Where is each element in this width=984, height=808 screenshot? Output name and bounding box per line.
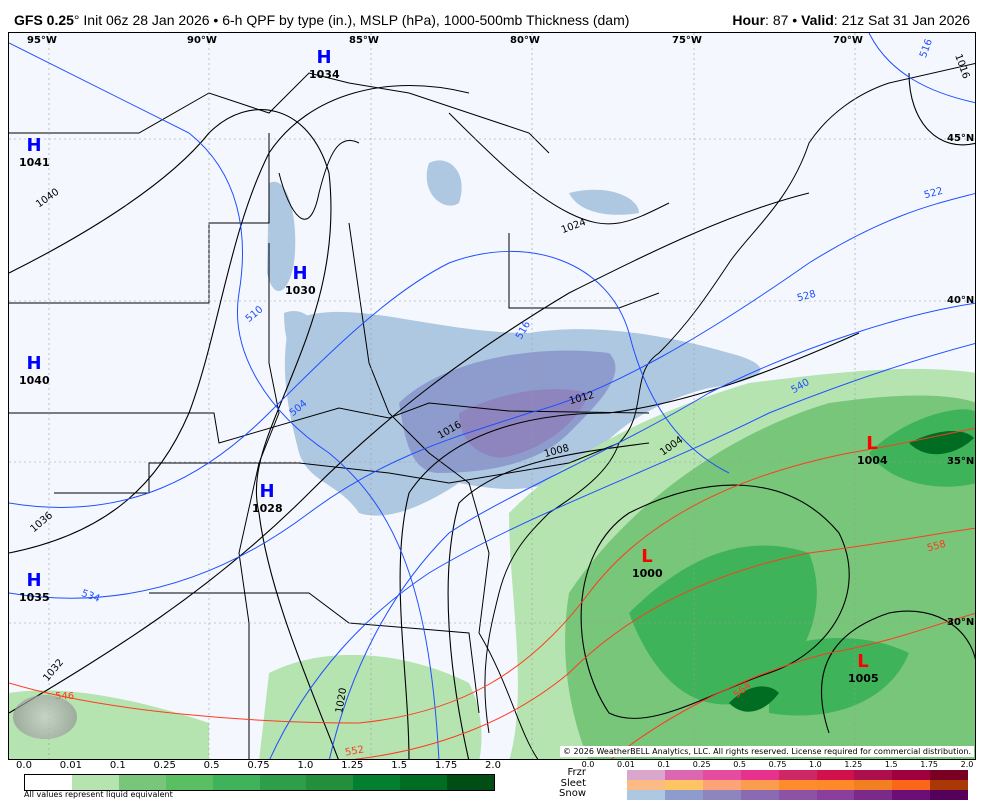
low-pressure-center: L 1004	[857, 433, 888, 467]
high-pressure-center: H 1040	[19, 353, 50, 387]
lat-lon-grid	[9, 33, 975, 759]
ptype-swatch	[664, 790, 703, 800]
ptype-swatch	[627, 770, 665, 780]
qpf-tick: 0.5	[203, 760, 220, 771]
ptype-swatch	[740, 780, 779, 790]
ptype-tick: 1.25	[844, 760, 863, 769]
qpf-tick: 2.0	[485, 760, 501, 771]
ptype-swatch	[702, 780, 741, 790]
map-header: GFS 0.25° Init 06z 28 Jan 2026 • 6-h QPF…	[14, 12, 970, 34]
lat-label: 30°N	[947, 617, 975, 628]
weather-map: 95°W 90°W 85°W 80°W 75°W 70°W 45°N 40°N …	[8, 32, 976, 760]
qpf-swatch	[118, 775, 166, 790]
ptype-swatch	[816, 790, 855, 800]
qpf-swatch	[212, 775, 260, 790]
ptype-swatch	[930, 770, 969, 780]
lon-label: 75°W	[672, 35, 702, 46]
qpf-tick: 0.75	[247, 760, 270, 771]
political-boundaries	[9, 62, 975, 759]
ptype-tick: 1.75	[920, 760, 938, 769]
very-heavy-rain-area	[729, 431, 974, 712]
qpf-swatch	[259, 775, 307, 790]
ptype-swatch	[702, 790, 741, 800]
thickness-lines-cold	[9, 33, 975, 759]
ptype-tick: 0.5	[733, 760, 746, 769]
high-pressure-center: H 1030	[285, 263, 316, 297]
ptype-swatch	[740, 790, 779, 800]
moderate-snow-area	[459, 389, 589, 458]
lon-label: 90°W	[187, 35, 217, 46]
thickness-lines-warm	[9, 427, 975, 759]
ptype-swatch	[892, 790, 931, 800]
ptype-swatch	[778, 780, 817, 790]
ptype-swatch	[778, 790, 817, 800]
ptype-swatch	[930, 790, 969, 800]
qpf-swatch	[306, 775, 354, 790]
lat-label: 45°N	[947, 133, 975, 144]
high-pressure-center: H 1035	[19, 570, 50, 604]
qpf-tick: 1.0	[297, 760, 314, 771]
thickness-label: 546	[55, 691, 75, 702]
lon-label: 70°W	[833, 35, 863, 46]
ptype-swatch	[778, 770, 817, 780]
qpf-swatch	[447, 775, 495, 790]
copyright-notice: © 2026 WeatherBELL Analytics, LLC. All r…	[560, 746, 974, 757]
ptype-tick: 0.1	[657, 760, 671, 769]
ptype-swatch	[816, 770, 855, 780]
ptype-tick: 0.01	[616, 760, 635, 769]
ptype-swatch	[627, 780, 665, 790]
low-pressure-center: L 1000	[632, 546, 663, 580]
ptype-swatch	[627, 790, 665, 800]
ptype-tick: 0.25	[692, 760, 711, 769]
ptype-swatch	[854, 790, 893, 800]
ptype-row-label: Snow	[559, 788, 586, 799]
qpf-tick: 0.25	[153, 760, 176, 771]
ptype-tick: 0.75	[768, 760, 787, 769]
lon-label: 95°W	[27, 35, 57, 46]
high-pressure-center: H 1028	[252, 481, 283, 515]
lat-label: 40°N	[947, 295, 975, 306]
qpf-swatch	[25, 775, 72, 790]
ptype-tick: 1.5	[884, 760, 898, 769]
qpf-swatch	[165, 775, 213, 790]
title: GFS 0.25° Init 06z 28 Jan 2026 • 6-h QPF…	[14, 12, 630, 28]
qpf-tick: 0.01	[59, 760, 83, 771]
ptype-swatch	[740, 770, 779, 780]
qpf-swatch	[400, 775, 448, 790]
ptype-swatch	[702, 770, 741, 780]
high-pressure-center: H 1034	[309, 47, 340, 81]
map-canvas	[9, 33, 975, 759]
qpf-tick: 0.1	[109, 760, 126, 771]
ptype-swatch	[664, 780, 703, 790]
qpf-tick: 1.5	[391, 760, 408, 771]
ptype-swatch	[854, 770, 893, 780]
ptype-swatch	[892, 780, 931, 790]
ptype-swatch	[816, 780, 855, 790]
ptype-row-label: Sleet	[560, 777, 586, 789]
ptype-row-label: Frzr	[567, 767, 587, 778]
isobars	[9, 72, 975, 759]
ptype-tick: 2.0	[960, 760, 974, 769]
ptype-swatch	[854, 780, 893, 790]
ptype-tick: 1.0	[809, 760, 822, 769]
low-pressure-center: L 1005	[848, 651, 879, 685]
qpf-swatch	[353, 775, 401, 790]
qpf-tick: 0.0	[16, 760, 32, 771]
lat-label: 35°N	[947, 456, 975, 467]
weatherbell-logo	[13, 695, 77, 739]
ptype-swatch	[930, 780, 969, 790]
ptype-tick: 0.0	[581, 760, 595, 769]
valid-time: Hour: 87 • Valid: 21z Sat 31 Jan 2026	[732, 12, 970, 28]
qpf-tick: 1.25	[341, 760, 364, 771]
lon-label: 80°W	[510, 35, 540, 46]
qpf-swatch	[71, 775, 119, 790]
qpf-colorbar	[24, 774, 495, 791]
high-pressure-center: H 1041	[19, 135, 50, 169]
ptype-swatch	[664, 770, 703, 780]
lon-label: 85°W	[349, 35, 379, 46]
qpf-tick: 1.75	[434, 760, 458, 771]
qpf-note: All values represent liquid equivalent	[24, 790, 173, 799]
ptype-swatch	[892, 770, 931, 780]
